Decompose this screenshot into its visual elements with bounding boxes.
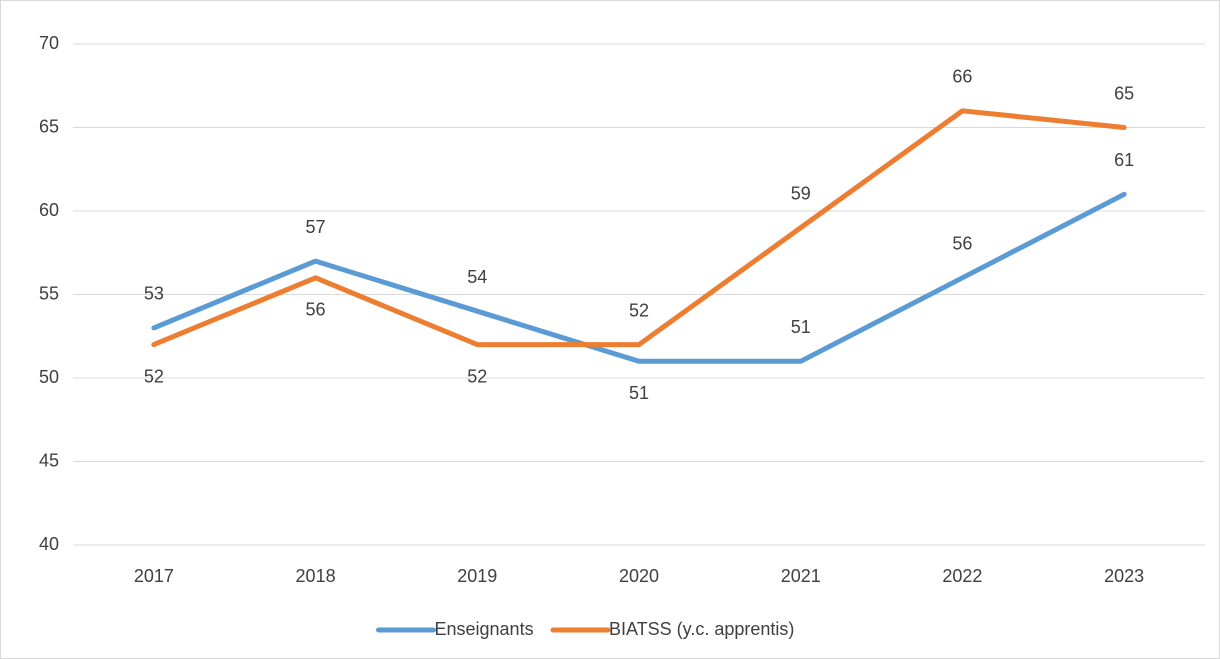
data-label: 53 [144, 284, 164, 304]
data-label: 57 [306, 217, 326, 237]
y-tick-label: 65 [39, 116, 59, 136]
y-tick-label: 50 [39, 367, 59, 387]
data-label: 52 [467, 366, 487, 386]
data-label: 54 [467, 267, 487, 287]
y-tick-label: 40 [39, 534, 59, 554]
series-line [151, 191, 1127, 364]
y-tick-label: 60 [39, 200, 59, 220]
data-label: 56 [306, 300, 326, 320]
x-tick-label: 2023 [1104, 566, 1144, 586]
data-label: 51 [791, 317, 811, 337]
y-tick-label: 55 [39, 283, 59, 303]
data-label: 59 [791, 183, 811, 203]
data-label: 61 [1114, 150, 1134, 170]
data-label: 52 [629, 300, 649, 320]
x-tick-label: 2022 [942, 566, 982, 586]
y-tick-label: 70 [39, 33, 59, 53]
data-label: 65 [1114, 83, 1134, 103]
legend-label: Enseignants [435, 619, 534, 639]
data-label: 56 [952, 234, 972, 254]
x-tick-label: 2021 [781, 566, 821, 586]
data-label: 52 [144, 366, 164, 386]
series-line [151, 108, 1127, 348]
x-tick-label: 2018 [296, 566, 336, 586]
y-tick-label: 45 [39, 450, 59, 470]
legend-label: BIATSS (y.c. apprentis) [609, 619, 794, 639]
x-tick-label: 2020 [619, 566, 659, 586]
x-tick-label: 2017 [134, 566, 174, 586]
x-tick-label: 2019 [457, 566, 497, 586]
data-label: 51 [629, 383, 649, 403]
data-label: 66 [952, 67, 972, 87]
